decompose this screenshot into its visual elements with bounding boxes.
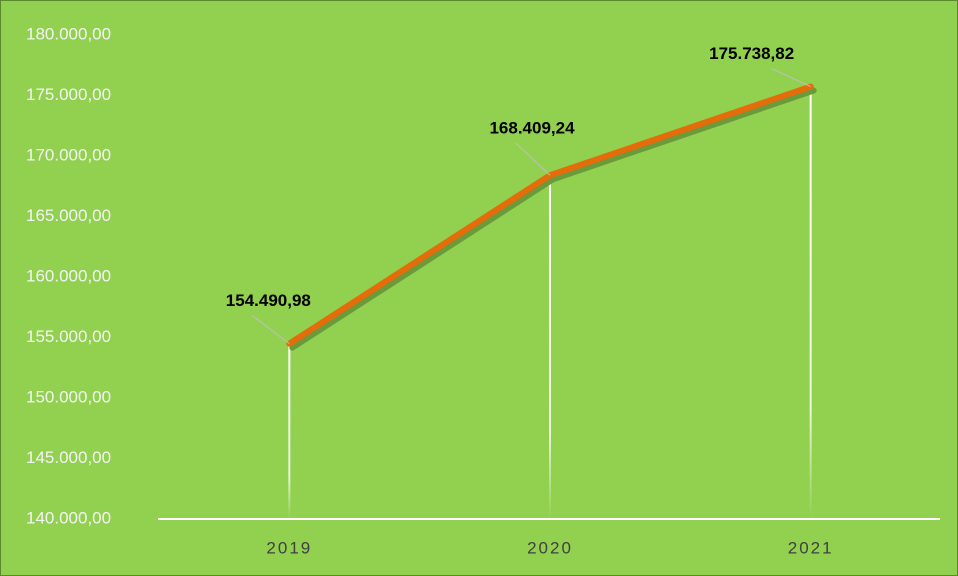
y-tick-label: 175.000,00 (26, 85, 111, 104)
line-shadow (289, 87, 817, 351)
drop-line (549, 175, 551, 519)
drop-line (809, 86, 812, 520)
y-tick-label: 150.000,00 (26, 387, 111, 406)
leader-line (771, 68, 811, 88)
leader-line (515, 142, 551, 176)
x-tick-label: 2019 (266, 538, 312, 557)
data-label: 175.738,82 (709, 44, 794, 63)
y-tick-label: 170.000,00 (26, 145, 111, 164)
y-tick-label: 155.000,00 (26, 327, 111, 346)
leader-line (252, 315, 290, 345)
x-tick-label: 2020 (527, 538, 573, 557)
y-tick-label: 140.000,00 (26, 508, 111, 527)
data-label: 168.409,24 (489, 119, 575, 138)
y-tick-label: 165.000,00 (26, 206, 111, 225)
data-label: 154.490,98 (226, 291, 311, 310)
x-tick-label: 2021 (788, 538, 834, 557)
y-tick-label: 180.000,00 (26, 24, 111, 43)
drop-line (288, 343, 291, 519)
y-tick-label: 160.000,00 (26, 266, 111, 285)
y-tick-label: 145.000,00 (26, 448, 111, 467)
